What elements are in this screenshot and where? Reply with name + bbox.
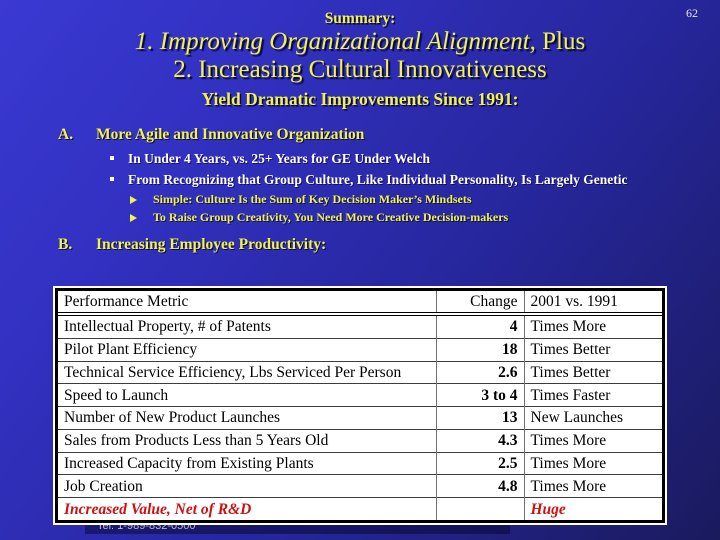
cell-result: Times More	[523, 451, 662, 475]
cell-metric: Speed to Launch	[58, 383, 436, 407]
metrics-table: Performance Metric Change 2001 vs. 1991 …	[55, 288, 665, 523]
cell-metric: Number of New Product Launches	[58, 406, 436, 430]
outline-item-b: B. Increasing Employee Productivity:	[58, 236, 672, 254]
title-line-1: 1. Improving Organizational Alignment, P…	[0, 28, 720, 56]
arrow-bullet-icon	[130, 192, 153, 210]
cell-change: 13	[435, 406, 524, 430]
bullet-text: In Under 4 Years, vs. 25+ Years for GE U…	[128, 151, 430, 166]
outline: A. More Agile and Innovative Organizatio…	[58, 126, 672, 260]
cell-change	[435, 497, 524, 520]
cell-change: 4.3	[435, 428, 524, 453]
cell-result: Huge	[523, 497, 662, 520]
table-row-highlight: Increased Value, Net of R&D Huge	[58, 497, 662, 520]
list-item: Simple: Culture Is the Sum of Key Decisi…	[130, 192, 672, 210]
outline-item-b-text: Increasing Employee Productivity:	[96, 236, 327, 253]
title-line-2: 2. Increasing Cultural Innovativeness	[173, 56, 547, 83]
page-number: 62	[686, 6, 698, 20]
title-block: Summary: 1. Improving Organizational Ali…	[0, 10, 720, 110]
slide-kicker: Summary:	[324, 10, 396, 27]
cell-metric: Intellectual Property, # of Patents	[64, 318, 271, 336]
outline-letter-a: A.	[58, 126, 74, 143]
title-line-1-italic: 1. Improving Organizational Alignment,	[134, 28, 536, 55]
cell-result: Times Better	[523, 337, 662, 362]
cell-metric: Job Creation	[58, 474, 436, 498]
table-header-row: Performance Metric Change 2001 vs. 1991	[58, 291, 662, 316]
sub-bullet-text: To Raise Group Creativity, You Need More…	[153, 210, 509, 224]
title-line-1-plain: Plus	[535, 28, 586, 55]
outline-item-a: A. More Agile and Innovative Organizatio…	[58, 126, 672, 144]
cell-result: Times Faster	[523, 383, 662, 407]
column-header-result: 2001 vs. 1991	[523, 291, 662, 316]
column-header-metric: Performance Metric	[58, 291, 436, 316]
list-item: To Raise Group Creativity, You Need More…	[130, 210, 672, 228]
arrow-bullet-icon	[130, 210, 153, 228]
footer-telephone: Tel: 1-989-832-0500	[97, 520, 196, 532]
cell-change: 2.5	[435, 451, 524, 475]
list-item: From Recognizing that Group Culture, Lik…	[110, 171, 672, 188]
cell-change: 18	[435, 337, 524, 362]
bullet-text: From Recognizing that Group Culture, Lik…	[128, 172, 628, 187]
square-bullet-icon	[110, 150, 128, 167]
outline-item-a-text: More Agile and Innovative Organization	[96, 126, 365, 143]
cell-result: Times Better	[523, 360, 662, 384]
table-row: Sales from Products Less than 5 Years Ol…	[58, 428, 662, 453]
slide-subtitle: Yield Dramatic Improvements Since 1991:	[201, 89, 519, 109]
cell-metric: Sales from Products Less than 5 Years Ol…	[58, 428, 436, 453]
table-row: Intellectual Property, # of Patents 4 Ti…	[58, 314, 662, 339]
cell-result: Times More	[523, 314, 662, 339]
table-row: Technical Service Efficiency, Lbs Servic…	[58, 360, 662, 384]
outline-letter-b: B.	[58, 236, 73, 253]
table-row: Increased Capacity from Existing Plants …	[58, 451, 662, 475]
table-row: Speed to Launch 3 to 4 Times Faster	[58, 383, 662, 407]
table-row: Job Creation 4.8 Times More	[58, 474, 662, 498]
cell-change: 4	[435, 314, 524, 339]
table-row: Pilot Plant Efficiency 18 Times Better	[58, 337, 662, 362]
cell-result: New Launches	[523, 406, 662, 430]
table-row: Number of New Product Launches 13 New La…	[58, 406, 662, 430]
cell-metric: Increased Value, Net of R&D	[58, 497, 436, 520]
cell-metric: Increased Capacity from Existing Plants	[58, 451, 436, 475]
cell-result: Times More	[523, 474, 662, 498]
cell-metric: Technical Service Efficiency, Lbs Servic…	[58, 360, 436, 384]
cell-metric: Pilot Plant Efficiency	[58, 337, 436, 362]
square-bullet-icon	[110, 171, 128, 188]
cell-result: Times More	[523, 428, 662, 453]
list-item: In Under 4 Years, vs. 25+ Years for GE U…	[110, 150, 672, 167]
cell-change: 2.6	[435, 360, 524, 384]
cell-change: 4.8	[435, 474, 524, 498]
column-header-change: Change	[435, 291, 524, 316]
sub-bullet-text: Simple: Culture Is the Sum of Key Decisi…	[153, 192, 472, 206]
footer-band	[85, 521, 510, 534]
cell-change: 3 to 4	[435, 383, 524, 407]
